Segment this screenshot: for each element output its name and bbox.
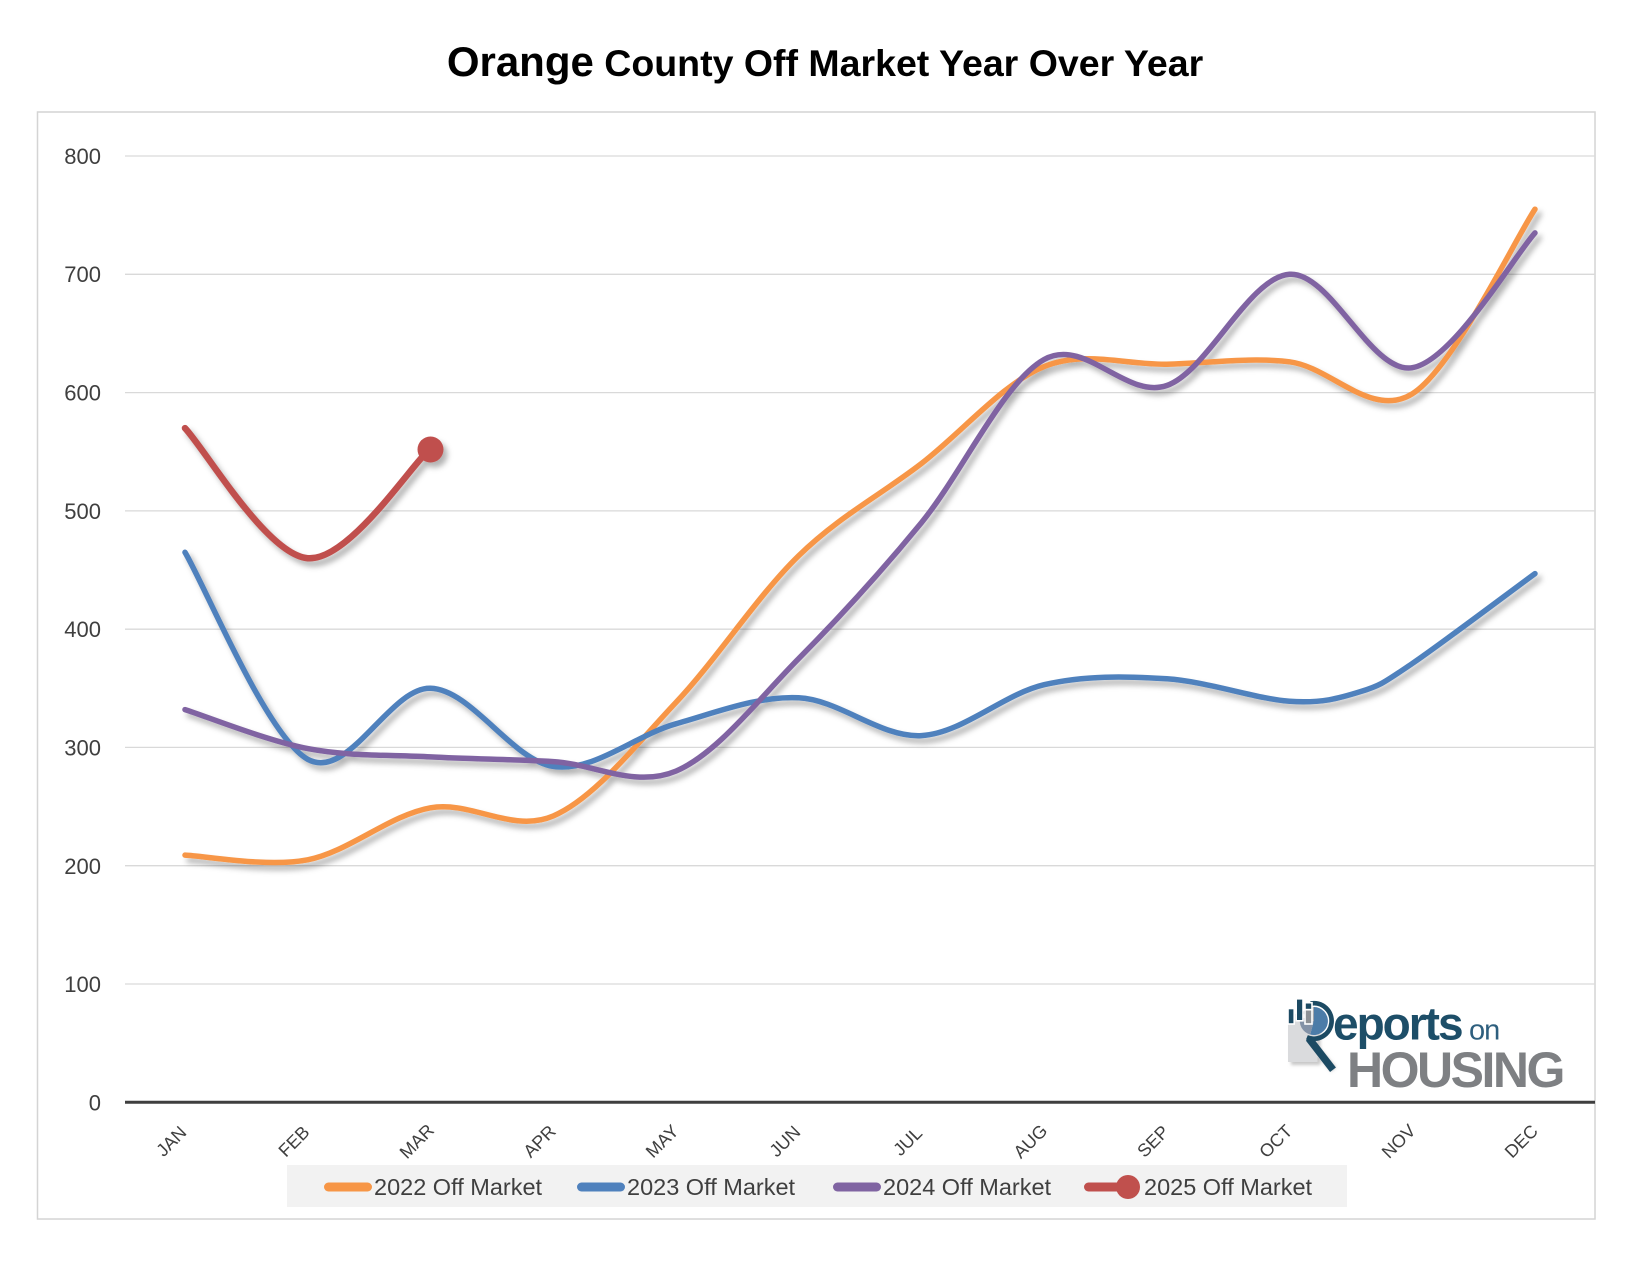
svg-text:on: on	[1469, 1015, 1499, 1047]
svg-text:600: 600	[64, 381, 101, 406]
svg-text:2024 Off Market: 2024 Off Market	[883, 1174, 1052, 1200]
svg-text:HOUSING: HOUSING	[1347, 1042, 1563, 1098]
svg-text:2025 Off Market: 2025 Off Market	[1144, 1174, 1313, 1200]
svg-text:2022 Off Market: 2022 Off Market	[374, 1174, 543, 1200]
svg-text:800: 800	[64, 144, 101, 169]
svg-text:500: 500	[64, 499, 101, 524]
svg-text:2023 Off Market: 2023 Off Market	[627, 1174, 796, 1200]
svg-text:eports: eports	[1333, 998, 1462, 1050]
svg-text:700: 700	[64, 262, 101, 287]
svg-text:200: 200	[64, 854, 101, 879]
svg-text:0: 0	[89, 1091, 101, 1116]
svg-text:100: 100	[64, 972, 101, 997]
svg-text:400: 400	[64, 617, 101, 642]
svg-text:300: 300	[64, 736, 101, 761]
svg-text:Orange County Off Market Year: Orange County Off Market Year Over Year	[447, 38, 1204, 85]
